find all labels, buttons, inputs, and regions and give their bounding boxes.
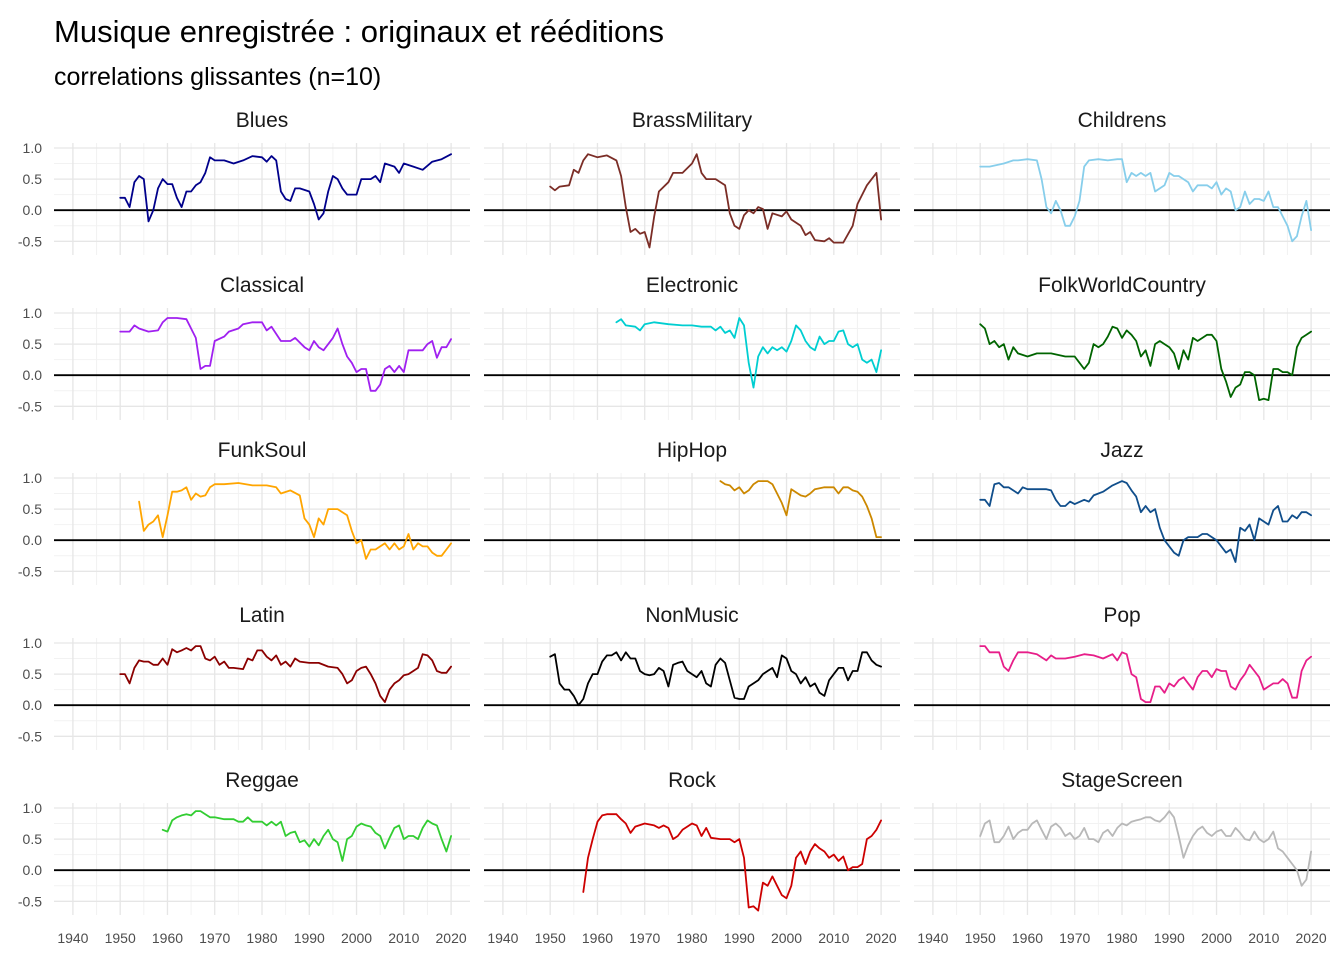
facet-title: StageScreen [1061,769,1182,792]
x-tick-label: 1970 [629,930,660,946]
x-tick-label: 1980 [246,930,277,946]
facet-panels: Blues -0.5 0.0 0.5 1.0 BrassMilitary Childrens… [18,109,1330,946]
facet-title: Classical [220,274,304,297]
series-line-HipHop [719,480,882,538]
y-tick-label: 1.0 [23,470,43,486]
y-tick-label: -0.5 [18,398,42,414]
x-tick-label: 1980 [1106,930,1137,946]
facet-panel-StageScreen: StageScreen 1940 1950 1960 1970 1980 1990 2000 2… [914,769,1330,946]
facet-panel-Pop: Pop [914,604,1330,750]
facet-title: Reggae [225,769,299,792]
series-line-Childrens [979,158,1312,243]
x-tick-label: 2010 [388,930,419,946]
y-tick-label: 0.5 [23,501,43,517]
y-tick-label: 1.0 [23,800,43,816]
x-tick-label: 1970 [199,930,230,946]
x-tick-label: 2020 [866,930,897,946]
facet-title: Rock [668,769,716,792]
x-tick-label: 1940 [917,930,948,946]
x-tick-label: 1950 [965,930,996,946]
facet-title: Childrens [1078,109,1167,132]
x-tick-label: 1960 [582,930,613,946]
facet-panel-FunkSoul: FunkSoul -0.5 0.0 0.5 1.0 [18,439,470,585]
facet-title: NonMusic [645,604,738,627]
y-tick-label: 1.0 [23,635,43,651]
facet-title: BrassMilitary [632,109,753,132]
x-tick-label: 1990 [724,930,755,946]
x-tick-label: 1940 [57,930,88,946]
x-tick-label: 1980 [676,930,707,946]
x-tick-label: 1950 [535,930,566,946]
x-tick-label: 1950 [105,930,136,946]
facet-title: Blues [236,109,289,132]
y-tick-label: 0.0 [23,532,43,548]
facet-title: Latin [239,604,285,627]
series-line-Latin [119,645,452,703]
facet-panel-HipHop: HipHop [484,439,900,585]
x-tick-label: 1970 [1059,930,1090,946]
facet-panel-Jazz: Jazz [914,439,1330,585]
facet-panel-FolkWorldCountry: FolkWorldCountry [914,274,1330,420]
x-tick-label: 1990 [1154,930,1185,946]
series-line-FolkWorldCountry [979,323,1312,401]
series-line-Rock [582,813,882,912]
y-tick-label: 1.0 [23,140,43,156]
series-line-Reggae [161,810,452,862]
y-tick-label: -0.5 [18,893,42,909]
x-tick-label: 1990 [294,930,325,946]
series-line-Electronic [615,317,882,389]
x-tick-label: 2000 [341,930,372,946]
x-tick-label: 2000 [1201,930,1232,946]
y-tick-label: 0.0 [23,367,43,383]
facet-title: FunkSoul [218,439,307,462]
series-line-Blues [119,153,452,223]
facet-title: HipHop [657,439,727,462]
x-tick-label: 2010 [1248,930,1279,946]
series-line-NonMusic [549,651,882,707]
facet-panel-BrassMilitary: BrassMilitary [484,109,900,255]
x-tick-label: 1960 [1012,930,1043,946]
facet-panel-Childrens: Childrens [914,109,1330,255]
chart-title: Musique enregistrée : originaux et réédi… [54,14,664,49]
series-line-Pop [979,645,1312,703]
y-tick-label: 0.0 [23,697,43,713]
facet-title: Pop [1103,604,1140,627]
facet-panel-Classical: Classical -0.5 0.0 0.5 1.0 [18,274,470,420]
y-tick-label: 0.5 [23,666,43,682]
y-tick-label: 0.5 [23,336,43,352]
facet-panel-Rock: Rock 1940 1950 1960 1970 1980 1990 2000 2010 2020 [484,769,900,946]
x-tick-label: 1940 [487,930,518,946]
y-tick-label: 0.0 [23,202,43,218]
series-line-BrassMilitary [549,153,882,249]
chart-subtitle: correlations glissantes (n=10) [54,63,381,91]
x-tick-label: 2000 [771,930,802,946]
x-tick-label: 1960 [152,930,183,946]
facet-panel-Reggae: Reggae -0.5 0.0 0.5 1.0 1940 1950 1960 1970 1980 1… [18,769,470,946]
y-tick-label: 1.0 [23,305,43,321]
facet-panel-Latin: Latin -0.5 0.0 0.5 1.0 [18,604,470,750]
series-line-FunkSoul [138,482,452,560]
facet-title: Electronic [646,274,738,297]
y-tick-label: 0.0 [23,862,43,878]
x-tick-label: 2010 [818,930,849,946]
facet-title: FolkWorldCountry [1038,274,1206,297]
facet-panel-NonMusic: NonMusic [484,604,900,750]
series-line-Classical [119,317,452,392]
y-tick-label: -0.5 [18,233,42,249]
facet-panel-Blues: Blues -0.5 0.0 0.5 1.0 [18,109,470,255]
y-tick-label: -0.5 [18,563,42,579]
x-tick-label: 2020 [436,930,467,946]
series-line-Jazz [979,480,1312,563]
series-line-StageScreen [979,810,1312,887]
y-tick-label: -0.5 [18,728,42,744]
y-tick-label: 0.5 [23,831,43,847]
y-tick-label: 0.5 [23,171,43,187]
facet-panel-Electronic: Electronic [484,274,900,420]
x-tick-label: 2020 [1296,930,1327,946]
facet-title: Jazz [1100,439,1143,462]
